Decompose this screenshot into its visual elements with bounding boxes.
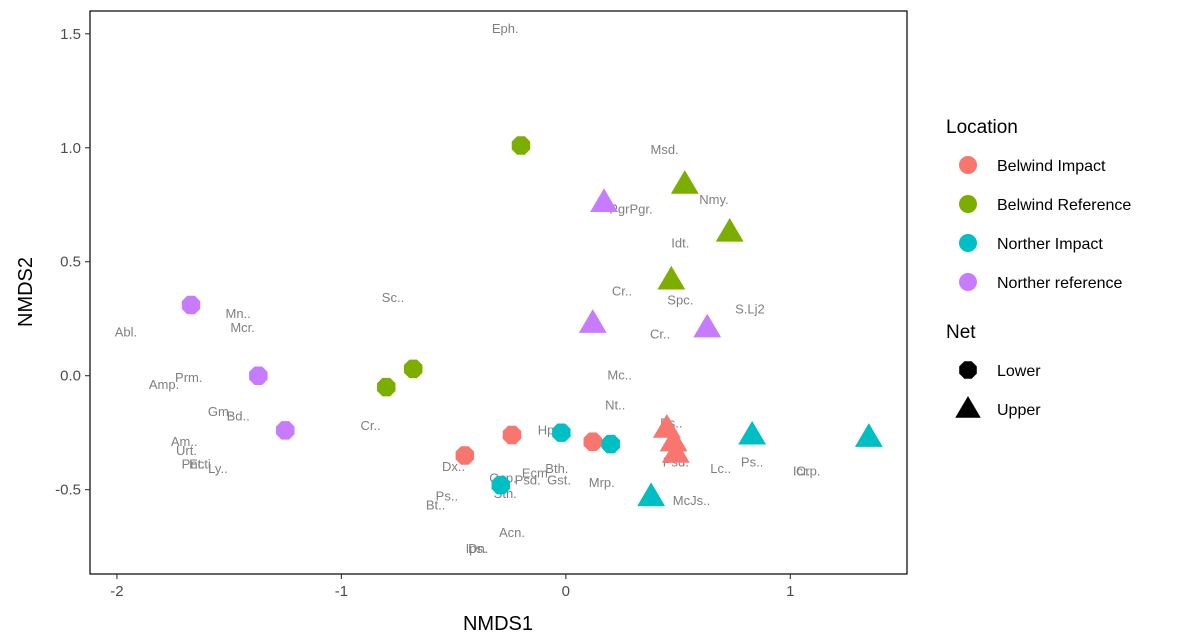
species-label: Idt. — [671, 235, 689, 250]
species-label: Bt.. — [426, 498, 446, 513]
data-point-lower — [502, 425, 522, 445]
data-point-upper — [670, 170, 699, 194]
species-label: Spc. — [667, 292, 693, 307]
legend-label: Norther Impact — [997, 236, 1103, 253]
legend: Location Belwind Impact Belwind Reference N… — [946, 117, 1131, 419]
species-label: Acn. — [499, 525, 525, 540]
species-label: Urt. — [176, 443, 197, 458]
species-label: Ecti — [189, 457, 211, 472]
species-label: Prm. — [175, 370, 202, 385]
data-point-upper — [661, 439, 690, 463]
x-axis: -2 -1 0 1 — [110, 574, 794, 600]
data-point-upper — [715, 217, 744, 242]
y-tick-label: -0.5 — [55, 482, 81, 499]
data-point-upper — [854, 423, 883, 447]
species-label: Gm. — [208, 404, 233, 419]
legend-label: Belwind Impact — [997, 158, 1106, 175]
data-point-upper — [738, 420, 767, 445]
species-label: Msd. — [651, 142, 679, 157]
species-label: Sc.. — [382, 290, 404, 305]
data-point-lower — [181, 295, 201, 315]
species-label: Ecm. — [522, 466, 552, 481]
y-tick-label: 0.5 — [60, 254, 81, 271]
species-label: McJs.. — [673, 493, 711, 508]
data-point-lower — [455, 446, 475, 465]
data-point-lower — [583, 432, 603, 452]
y-tick-label: 1.0 — [60, 140, 81, 157]
data-point-lower — [276, 421, 295, 440]
legend-title: Net — [946, 322, 976, 343]
species-label: Mcr. — [230, 320, 255, 335]
data-point-upper — [693, 313, 722, 338]
sample-points — [181, 136, 883, 507]
x-tick-label: -2 — [110, 583, 123, 600]
species-label: Cr.. — [612, 283, 632, 298]
species-label: Eph. — [492, 21, 519, 36]
species-label: Lc.. — [710, 461, 731, 476]
species-label: Nt.. — [605, 397, 625, 412]
legend-key-octagon — [959, 361, 977, 379]
y-axis: -0.5 0.0 0.5 1.0 1.5 — [55, 26, 90, 499]
species-label: Pnt. — [182, 457, 205, 472]
x-tick-label: 0 — [562, 583, 570, 600]
legend-label: Upper — [997, 402, 1041, 419]
legend-key-circle — [959, 234, 977, 252]
species-label: Ps.. — [741, 454, 763, 469]
data-point-lower — [377, 377, 396, 397]
species-label: Cr.. — [650, 327, 670, 342]
data-point-lower — [511, 136, 531, 155]
data-point-upper — [657, 265, 686, 290]
data-point-upper — [659, 427, 688, 452]
data-point-lower — [491, 475, 510, 495]
species-label: Amp. — [149, 377, 179, 392]
species-label: Am.. — [171, 434, 198, 449]
species-label: Ps.. — [436, 489, 458, 504]
legend-label: Norther reference — [997, 275, 1122, 292]
species-label: Psd. — [515, 473, 541, 488]
species-label: Cr.. — [360, 418, 380, 433]
legend-key-circle — [959, 156, 977, 174]
x-tick-label: -1 — [335, 583, 348, 600]
species-label: Ips. — [466, 541, 487, 556]
data-point-upper — [637, 482, 666, 507]
data-point-upper — [590, 188, 618, 213]
legend-key-triangle — [955, 396, 981, 418]
y-tick-label: 0.0 — [60, 368, 81, 385]
x-tick-label: 1 — [786, 583, 794, 600]
species-label: Dn. — [468, 541, 488, 556]
species-label: PgrPgr. — [609, 201, 652, 216]
species-label: Abl. — [115, 324, 137, 339]
legend-key-circle — [959, 195, 977, 213]
legend-key-circle — [959, 273, 977, 291]
species-label: Mrp. — [589, 475, 615, 490]
data-point-lower — [601, 434, 620, 454]
data-point-upper — [578, 309, 607, 333]
data-point-lower — [249, 366, 268, 385]
species-label: Bd.. — [227, 409, 250, 424]
legend-label: Lower — [997, 363, 1041, 380]
y-axis-title: NMDS2 — [15, 257, 37, 327]
species-label: Gst. — [547, 473, 571, 488]
species-label: Icr. — [793, 463, 810, 478]
species-label: Mc.. — [607, 368, 632, 383]
species-label: Mn.. — [225, 306, 250, 321]
species-label: Bth. — [545, 461, 568, 476]
y-tick-label: 1.5 — [60, 26, 81, 43]
legend-title: Location — [946, 117, 1018, 138]
species-label: Crp. — [796, 463, 821, 478]
species-label: Nmy. — [699, 192, 728, 207]
x-axis-title: NMDS1 — [463, 613, 533, 635]
legend-label: Belwind Reference — [997, 197, 1131, 214]
data-point-lower — [552, 423, 571, 442]
species-label: Ly.. — [208, 461, 228, 476]
data-point-lower — [403, 359, 423, 379]
species-labels: Eph. Msd. Nmy. PgrPgr. Idt. Cr.. Spc. S.Lj2 Cr..… — [115, 21, 821, 556]
species-label: S.Lj2 — [735, 302, 765, 317]
